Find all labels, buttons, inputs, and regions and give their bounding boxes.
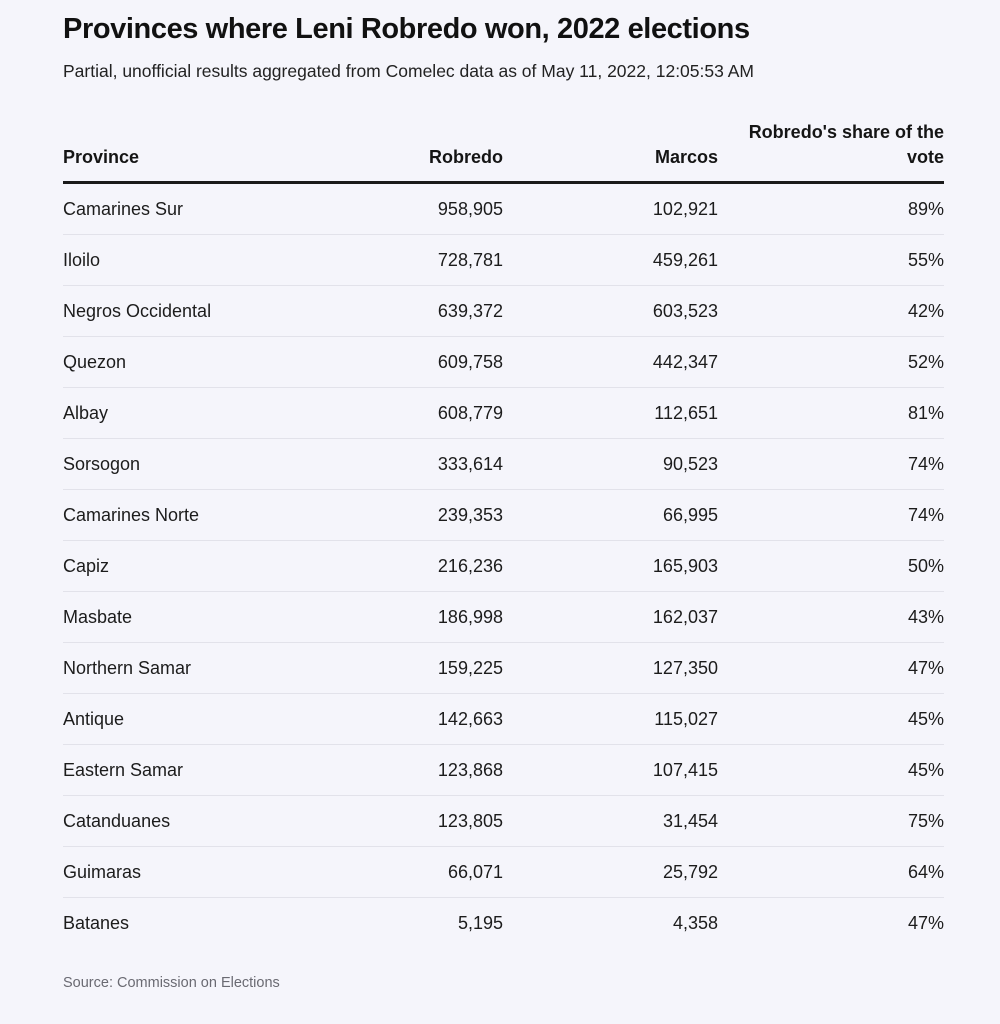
cell-robredo-share: 50% [718, 540, 944, 592]
cell-marcos-votes: 603,523 [503, 285, 718, 337]
cell-robredo-share: 45% [718, 693, 944, 745]
cell-province: Camarines Norte [63, 489, 323, 541]
cell-robredo-votes: 66,071 [323, 846, 503, 898]
table-row: Iloilo 728,781 459,261 55% [63, 234, 944, 286]
cell-robredo-votes: 216,236 [323, 540, 503, 592]
cell-marcos-votes: 165,903 [503, 540, 718, 592]
table-row: Antique 142,663 115,027 45% [63, 693, 944, 745]
page-subtitle: Partial, unofficial results aggregated f… [63, 61, 754, 81]
cell-robredo-share: 89% [718, 182, 944, 235]
cell-robredo-share: 43% [718, 591, 944, 643]
cell-robredo-share: 55% [718, 234, 944, 286]
cell-robredo-votes: 333,614 [323, 438, 503, 490]
chart-container: Provinces where Leni Robredo won, 2022 e… [63, 12, 944, 933]
cell-robredo-share: 75% [718, 795, 944, 847]
table-row: Quezon 609,758 442,347 52% [63, 336, 944, 388]
cell-robredo-votes: 5,195 [457, 912, 503, 933]
cell-province: Batanes [63, 912, 130, 933]
cell-marcos-votes: 31,454 [503, 795, 718, 847]
cell-province: Antique [63, 693, 323, 745]
cell-marcos-votes: 4,358 [672, 912, 718, 933]
results-table: Province Robredo Marcos Robredo's share … [63, 120, 944, 948]
table-row: Albay 608,779 112,651 81% [63, 387, 944, 439]
table-row: Guimaras 66,071 25,792 64% [63, 846, 944, 898]
cell-marcos-votes: 459,261 [503, 234, 718, 286]
table-row: Masbate 186,998 162,037 43% [63, 591, 944, 643]
cell-marcos-votes: 90,523 [503, 438, 718, 490]
cell-province: Sorsogon [63, 438, 323, 490]
cell-robredo-votes: 123,868 [323, 744, 503, 796]
cell-robredo-votes: 239,353 [323, 489, 503, 541]
cell-province: Iloilo [63, 234, 323, 286]
cell-province: Capiz [63, 540, 323, 592]
column-header-robredo: Robredo [323, 120, 503, 184]
cell-robredo-share: 74% [718, 438, 944, 490]
page-title: Provinces where Leni Robredo won, 2022 e… [63, 13, 750, 45]
cell-robredo-share: 74% [718, 489, 944, 541]
table-row: Camarines Sur 958,905 102,921 89% [63, 182, 944, 235]
cell-robredo-share: 47% [718, 642, 944, 694]
cell-robredo-votes: 186,998 [323, 591, 503, 643]
table-header-row: Province Robredo Marcos Robredo's share … [63, 120, 944, 184]
table-row: Batanes 5,195 4,358 47% [63, 898, 944, 949]
cell-robredo-share: 47% [907, 912, 944, 933]
cell-province: Albay [63, 387, 323, 439]
cell-robredo-votes: 142,663 [323, 693, 503, 745]
cell-province: Eastern Samar [63, 744, 323, 796]
cell-robredo-votes: 728,781 [323, 234, 503, 286]
cell-robredo-share: 45% [718, 744, 944, 796]
cell-marcos-votes: 25,792 [503, 846, 718, 898]
cell-robredo-votes: 159,225 [323, 642, 503, 694]
cell-marcos-votes: 102,921 [503, 182, 718, 235]
table-row: Sorsogon 333,614 90,523 74% [63, 438, 944, 490]
cell-marcos-votes: 107,415 [503, 744, 718, 796]
table-row: Capiz 216,236 165,903 50% [63, 540, 944, 592]
cell-marcos-votes: 162,037 [503, 591, 718, 643]
table-row: Catanduanes 123,805 31,454 75% [63, 795, 944, 847]
cell-marcos-votes: 127,350 [503, 642, 718, 694]
cell-province: Guimaras [63, 846, 323, 898]
cell-province: Catanduanes [63, 795, 323, 847]
cell-robredo-share: 42% [718, 285, 944, 337]
column-header-province: Province [63, 120, 323, 184]
cell-robredo-votes: 639,372 [323, 285, 503, 337]
cell-robredo-votes: 609,758 [323, 336, 503, 388]
cell-robredo-votes: 958,905 [323, 182, 503, 235]
cell-marcos-votes: 115,027 [503, 693, 718, 745]
table-body: Camarines Sur 958,905 102,921 89% Iloilo 728,… [63, 182, 944, 949]
cell-robredo-share: 52% [718, 336, 944, 388]
cell-robredo-share: 64% [718, 846, 944, 898]
table-row: Northern Samar 159,225 127,350 47% [63, 642, 944, 694]
cell-province: Northern Samar [63, 642, 323, 694]
cell-province: Camarines Sur [63, 182, 323, 235]
cell-robredo-share: 81% [718, 387, 944, 439]
column-header-marcos: Marcos [503, 120, 718, 184]
cell-robredo-votes: 123,805 [323, 795, 503, 847]
cell-robredo-votes: 608,779 [323, 387, 503, 439]
cell-province: Quezon [63, 336, 323, 388]
cell-province: Negros Occidental [63, 285, 323, 337]
source-note: Source: Commission on Elections [63, 975, 280, 991]
cell-province: Masbate [63, 591, 323, 643]
table-row: Negros Occidental 639,372 603,523 42% [63, 285, 944, 337]
table-row: Eastern Samar 123,868 107,415 45% [63, 744, 944, 796]
cell-marcos-votes: 442,347 [503, 336, 718, 388]
column-header-share: Robredo's share of the vote [718, 120, 944, 184]
table-row: Camarines Norte 239,353 66,995 74% [63, 489, 944, 541]
cell-marcos-votes: 66,995 [503, 489, 718, 541]
cell-marcos-votes: 112,651 [503, 387, 718, 439]
